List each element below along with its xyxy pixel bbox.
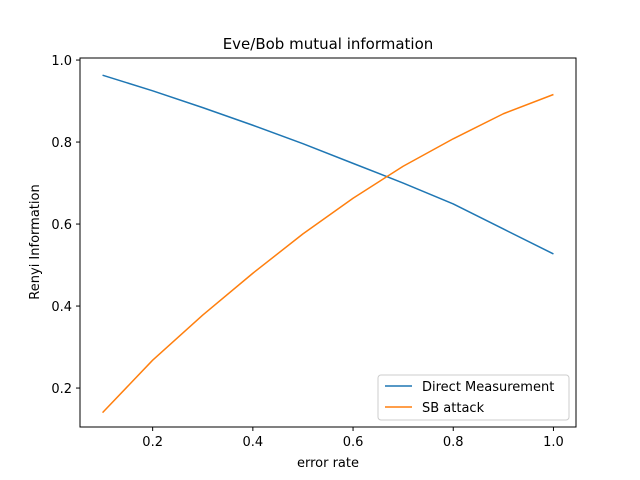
x-tick-label: 1.0 — [543, 435, 564, 450]
x-axis-label: error rate — [297, 456, 359, 471]
series-line-direct-measurement — [102, 74, 554, 255]
x-tick-label: 0.8 — [443, 435, 464, 450]
y-axis-ticks: 0.2 0.4 0.6 0.8 1.0 — [51, 54, 80, 397]
y-tick-label: 0.2 — [51, 382, 72, 397]
x-tick-label: 0.2 — [142, 435, 163, 450]
x-axis-ticks: 0.2 0.4 0.6 0.8 1.0 — [142, 427, 564, 450]
plot-area: 0.2 0.4 0.6 0.8 1.0 0.2 0.4 0.6 0.8 1.0 — [51, 54, 577, 450]
y-tick-label: 0.8 — [51, 136, 72, 151]
x-tick-label: 0.4 — [243, 435, 264, 450]
chart-title: Eve/Bob mutual information — [223, 35, 434, 53]
y-tick-label: 1.0 — [51, 54, 72, 69]
y-axis-label: Renyi Information — [28, 184, 43, 299]
x-tick-label: 0.6 — [343, 435, 364, 450]
legend-label-sb-attack: SB attack — [422, 401, 485, 416]
series-line-sb-attack — [102, 93, 554, 414]
y-tick-label: 0.6 — [51, 218, 72, 233]
legend-label-direct-measurement: Direct Measurement — [422, 380, 554, 395]
y-tick-label: 0.4 — [51, 300, 72, 315]
series-lines — [102, 74, 554, 414]
legend: Direct Measurement SB attack — [377, 374, 570, 421]
axes-frame — [79, 57, 577, 428]
legend-box — [377, 374, 570, 421]
